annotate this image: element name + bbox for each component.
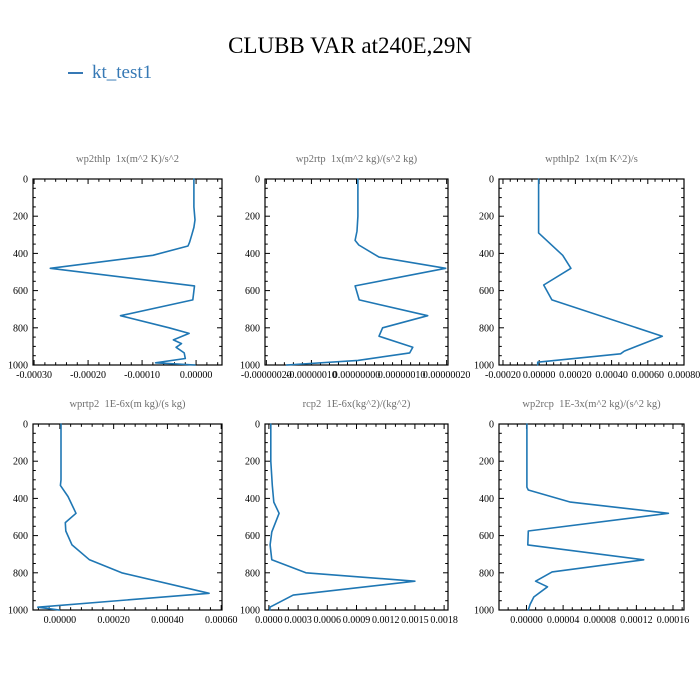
y-tick-label: 800	[479, 323, 494, 334]
y-tick-label: 1000	[474, 606, 494, 617]
y-tick-label: 200	[245, 457, 260, 468]
y-tick-label: 800	[13, 323, 28, 334]
y-tick-label: 400	[13, 494, 28, 505]
x-tick-label: 0.0018	[430, 615, 458, 626]
x-tick-label: 0.0009	[343, 615, 371, 626]
y-tick-label: 200	[13, 212, 28, 223]
x-tick-label: 0.00020	[559, 370, 592, 381]
figure-title: CLUBB VAR at240E,29N	[228, 33, 472, 58]
series-line-kt_test1	[49, 178, 196, 366]
subplot-rcp2: 0.0000 0.0003 0.0006 0.0009 0.0012 0.0015 0.00…	[240, 399, 458, 626]
y-tick-label: 400	[245, 249, 260, 260]
x-tick-label: 0.00012	[620, 615, 653, 626]
y-tick-label: 600	[245, 531, 260, 542]
y-tick-label: 600	[479, 286, 494, 297]
x-tick-label: 0.00000	[510, 615, 543, 626]
subplot-wp2thlp: -0.00030 -0.00020 -0.00010 0.00000 0 200 400 60…	[8, 154, 223, 381]
legend-series-label: kt_test1	[92, 62, 153, 83]
subplot-wpthlp2: -0.00020 0.00000 0.00020 0.00040 0.00060 0.00…	[474, 154, 700, 381]
x-tick-label: 0.00040	[595, 370, 628, 381]
x-tick-label: 0.00000020	[423, 370, 471, 381]
x-tick-label: 0.00000010	[378, 370, 426, 381]
y-tick-label: 0	[23, 175, 28, 186]
x-tick-label: 0.0015	[401, 615, 429, 626]
y-tick-label: 1000	[474, 361, 494, 372]
y-tick-label: 0	[489, 175, 494, 186]
y-tick-label: 0	[255, 175, 260, 186]
y-tick-label: 200	[479, 457, 494, 468]
y-tick-label: 400	[479, 249, 494, 260]
subplot-title: wp2rcp 1E-3x(m^2 kg)/(s^2 kg)	[522, 399, 661, 410]
y-tick-label: 200	[479, 212, 494, 223]
subplot-wprtp2: 0.00000 0.00020 0.00040 0.00060 0 200 400 600 80…	[8, 399, 237, 626]
series-line-kt_test1	[36, 423, 210, 611]
y-tick-label: 200	[245, 212, 260, 223]
y-tick-label: 600	[13, 286, 28, 297]
y-tick-label: 200	[13, 457, 28, 468]
x-tick-label: 0.00040	[151, 615, 184, 626]
x-tick-label: 0.00000	[44, 615, 77, 626]
y-tick-label: 800	[479, 568, 494, 579]
x-tick-label: 0.00000	[180, 370, 213, 381]
subplot-title: wpthlp2 1x(m K^2)/s	[545, 154, 638, 165]
x-tick-label: -0.00020	[70, 370, 106, 381]
legend: kt_test1	[68, 62, 152, 84]
series-line-kt_test1	[536, 178, 664, 366]
y-tick-label: 1000	[240, 606, 260, 617]
x-tick-label: 0.00060	[632, 370, 665, 381]
y-tick-label: 1000	[8, 606, 28, 617]
y-tick-label: 800	[245, 568, 260, 579]
x-tick-label: 0.00008	[583, 615, 616, 626]
subplot-wp2rcp: 0.00000 0.00004 0.00008 0.00012 0.00016 0 200 4…	[474, 399, 689, 626]
x-tick-label: 0.0000	[255, 615, 283, 626]
subplot-wp2rtp: -0.00000020-0.000000100.000000000.000000…	[240, 154, 470, 381]
y-tick-label: 600	[479, 531, 494, 542]
y-tick-label: 0	[23, 420, 28, 431]
x-tick-label: 0.00020	[97, 615, 130, 626]
axis-box	[264, 178, 449, 366]
x-tick-label: -0.00020	[485, 370, 521, 381]
x-tick-label: 0.0012	[372, 615, 400, 626]
y-tick-label: 600	[245, 286, 260, 297]
y-tick-label: 400	[245, 494, 260, 505]
x-tick-label: -0.00010	[124, 370, 160, 381]
y-tick-label: 400	[479, 494, 494, 505]
subplot-title: wp2rtp 1x(m^2 kg)/(s^2 kg)	[296, 154, 418, 165]
y-tick-label: 800	[245, 323, 260, 334]
y-tick-label: 0	[255, 420, 260, 431]
axis-box	[498, 178, 685, 366]
y-tick-label: 800	[13, 568, 28, 579]
x-tick-label: -0.00000010	[286, 370, 337, 381]
x-tick-label: -0.00000020	[241, 370, 292, 381]
y-tick-label: 400	[13, 249, 28, 260]
subplot-title: rcp2 1E-6x(kg^2)/(kg^2)	[303, 399, 411, 410]
series-line-kt_test1	[269, 423, 416, 611]
y-tick-label: 600	[13, 531, 28, 542]
x-tick-label: 0.00080	[668, 370, 700, 381]
subplot-title: wprtp2 1E-6x(m kg)/(s kg)	[69, 399, 186, 410]
x-tick-label: -0.00030	[16, 370, 52, 381]
y-tick-label: 0	[489, 420, 494, 431]
x-tick-label: 0.00000000	[333, 370, 381, 381]
series-line-kt_test1	[526, 423, 670, 611]
x-tick-label: 0.00004	[547, 615, 580, 626]
legend-line-swatch	[68, 71, 83, 75]
x-tick-label: 0.0003	[284, 615, 312, 626]
series-line-kt_test1	[285, 178, 447, 366]
axis-box	[264, 423, 449, 611]
x-tick-label: 0.00060	[205, 615, 238, 626]
y-tick-label: 1000	[240, 361, 260, 372]
x-tick-label: 0.00016	[657, 615, 690, 626]
x-tick-label: 0.00000	[523, 370, 556, 381]
subplot-title: wp2thlp 1x(m^2 K)/s^2	[76, 154, 179, 165]
x-tick-label: 0.0006	[314, 615, 342, 626]
y-tick-label: 1000	[8, 361, 28, 372]
